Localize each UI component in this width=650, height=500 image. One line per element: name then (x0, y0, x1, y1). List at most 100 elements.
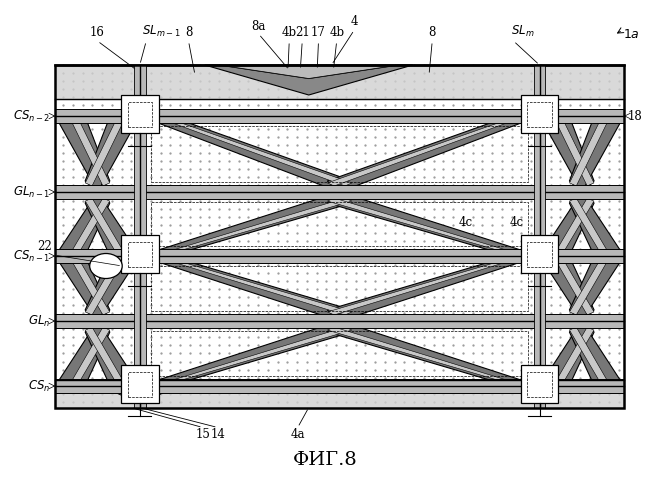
Point (458, 278, 468, 285)
Point (204, 118, 214, 126)
Point (428, 366, 439, 374)
Point (341, 334, 351, 342)
Point (380, 326, 390, 334)
Point (253, 206, 263, 214)
Point (311, 366, 322, 374)
Point (399, 166, 410, 173)
Point (350, 374, 361, 382)
Point (58, 182, 68, 190)
Point (155, 294, 166, 302)
Point (185, 78, 195, 86)
Bar (527, 102, 552, 126)
Point (155, 358, 166, 366)
Point (302, 294, 312, 302)
Point (243, 270, 254, 278)
Point (272, 214, 283, 222)
Point (555, 182, 566, 190)
Point (360, 110, 370, 118)
Point (292, 286, 302, 294)
Point (77, 318, 88, 326)
Point (282, 390, 293, 398)
Point (399, 94, 410, 102)
Point (360, 342, 370, 349)
Point (526, 286, 536, 294)
Point (194, 318, 205, 326)
Point (526, 334, 536, 342)
Point (477, 190, 488, 198)
Point (477, 174, 488, 182)
Point (438, 326, 448, 334)
Point (594, 214, 604, 222)
Point (116, 214, 127, 222)
Point (419, 134, 429, 141)
Point (448, 326, 458, 334)
Point (506, 62, 517, 70)
Point (204, 222, 214, 230)
Point (370, 230, 380, 237)
Point (399, 214, 410, 222)
Point (487, 254, 497, 262)
Point (77, 342, 88, 349)
Point (614, 94, 624, 102)
Point (175, 374, 185, 382)
Point (321, 62, 332, 70)
Point (126, 230, 136, 237)
Point (428, 126, 439, 134)
Point (282, 174, 293, 182)
Point (77, 326, 88, 334)
Point (399, 198, 410, 205)
Point (146, 366, 156, 374)
Point (536, 326, 546, 334)
Point (370, 134, 380, 141)
Point (536, 70, 546, 78)
Point (204, 390, 214, 398)
Point (87, 318, 98, 326)
Point (292, 254, 302, 262)
Point (185, 94, 195, 102)
Point (575, 126, 585, 134)
Point (165, 174, 176, 182)
Point (214, 390, 224, 398)
Point (233, 142, 244, 150)
Point (136, 318, 146, 326)
Point (506, 254, 517, 262)
Point (487, 366, 497, 374)
Point (370, 78, 380, 86)
Point (428, 390, 439, 398)
Point (584, 142, 595, 150)
Point (263, 182, 273, 190)
Point (292, 230, 302, 237)
Point (575, 78, 585, 86)
Point (233, 94, 244, 102)
Point (467, 102, 478, 110)
Point (87, 222, 98, 230)
Point (77, 238, 88, 246)
Point (253, 358, 263, 366)
Point (311, 398, 322, 406)
Point (536, 302, 546, 310)
Point (97, 390, 107, 398)
Point (311, 294, 322, 302)
Point (409, 302, 419, 310)
Point (214, 382, 224, 390)
Point (194, 142, 205, 150)
Point (409, 142, 419, 150)
Point (146, 142, 156, 150)
Point (68, 230, 78, 237)
Point (321, 94, 332, 102)
Point (165, 270, 176, 278)
Point (194, 102, 205, 110)
Point (282, 318, 293, 326)
Point (87, 366, 98, 374)
Point (360, 334, 370, 342)
Point (107, 70, 117, 78)
Point (214, 78, 224, 86)
Point (409, 294, 419, 302)
Point (419, 294, 429, 302)
Point (233, 278, 244, 285)
Point (487, 182, 497, 190)
Point (419, 214, 429, 222)
Point (497, 302, 507, 310)
Point (224, 158, 234, 166)
Point (97, 318, 107, 326)
